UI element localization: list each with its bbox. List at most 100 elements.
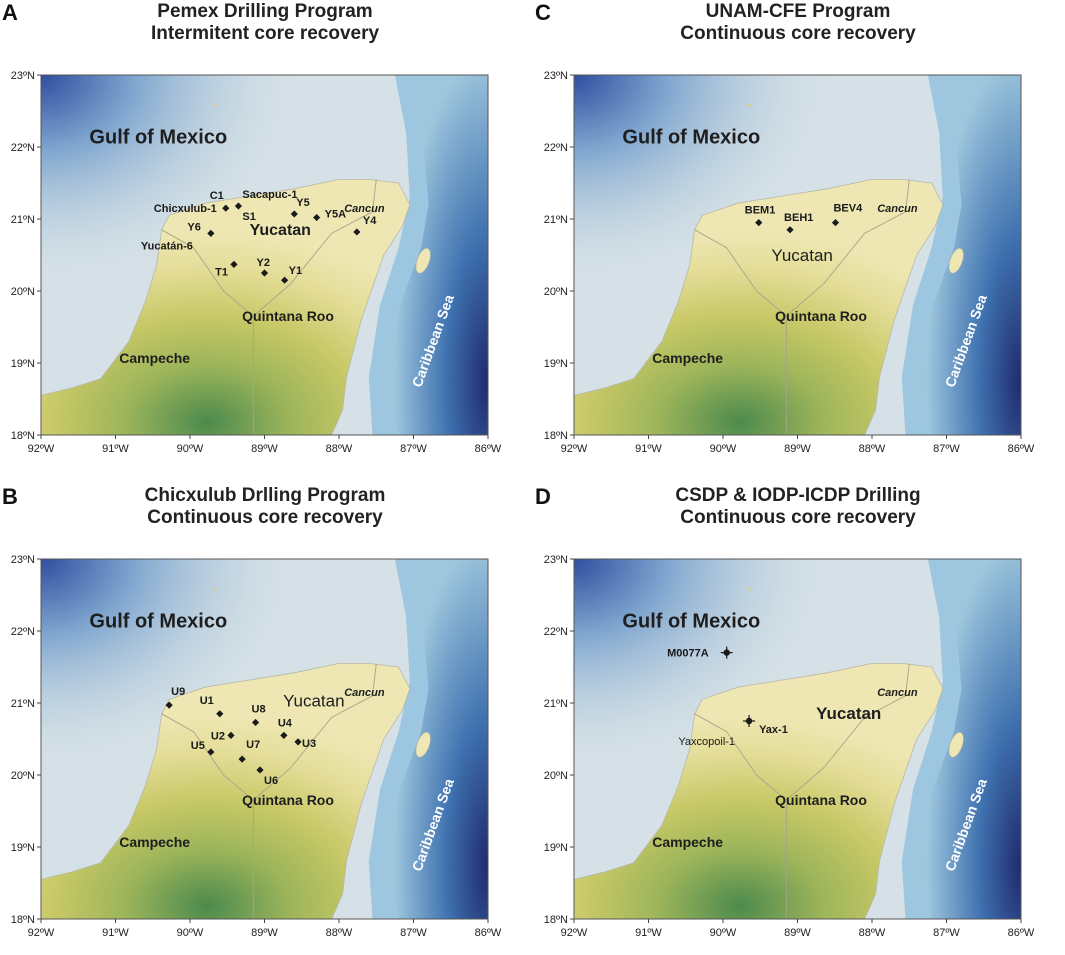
lon-label: 91ºW — [102, 443, 129, 455]
site-label: U2 — [211, 730, 225, 742]
lon-label: 86ºW — [1008, 443, 1035, 455]
lon-label: 88ºW — [326, 443, 353, 455]
lon-label: 91ºW — [635, 927, 662, 939]
lat-label: 18ºN — [11, 914, 35, 926]
label-cancun: Cancun — [344, 203, 385, 215]
lon-label: 89ºW — [784, 927, 811, 939]
site-label: Y2 — [257, 257, 270, 269]
lat-label: 18ºN — [11, 430, 35, 442]
label-campeche: Campeche — [119, 834, 190, 850]
yucatan-landmass — [41, 663, 411, 919]
lon-label: 88ºW — [326, 927, 353, 939]
panel-letter: A — [2, 0, 18, 25]
lat-label: 21ºN — [544, 698, 568, 710]
panel-title-line1: UNAM-CFE Program — [705, 1, 891, 22]
label-cancun: Cancun — [344, 687, 385, 699]
state-border-yucatan — [161, 663, 377, 801]
lat-label: 22ºN — [544, 142, 568, 154]
cozumel-island — [415, 732, 431, 758]
site-label: U4 — [278, 717, 293, 729]
panel-c: C UNAM-CFE Program Continuous core recov… — [533, 0, 1065, 471]
lat-label: 21ºN — [11, 698, 35, 710]
lat-label: 22ºN — [11, 626, 35, 638]
site-label: U1 — [200, 695, 214, 707]
label-quintana-roo: Quintana Roo — [775, 792, 867, 808]
label-yucatan: Yucatan — [816, 704, 881, 723]
panel-title-line2: Intermitent core recovery — [150, 23, 380, 44]
map-area — [41, 75, 488, 435]
panel-title-line2: Continuous core recovery — [147, 507, 383, 528]
label-campeche: Campeche — [652, 350, 723, 366]
lon-label: 89ºW — [251, 927, 278, 939]
label-campeche: Campeche — [119, 350, 190, 366]
site-label: U6 — [264, 775, 278, 787]
lat-label: 20ºN — [11, 286, 35, 298]
caribbean-deep — [916, 75, 1021, 435]
caribbean-deep — [916, 559, 1021, 919]
lon-label: 92ºW — [561, 443, 588, 455]
site-marker — [786, 226, 794, 234]
cozumel-island — [415, 248, 431, 274]
label-campeche: Campeche — [652, 834, 723, 850]
label-gulf: Gulf of Mexico — [89, 126, 227, 148]
label-cancun: Cancun — [877, 687, 918, 699]
lat-label: 22ºN — [544, 626, 568, 638]
site-label: Chicxulub-1 — [154, 203, 217, 215]
lon-label: 90ºW — [710, 443, 737, 455]
state-border-yucatan — [694, 663, 910, 801]
state-border-yucatan — [161, 179, 377, 317]
site-label: U9 — [171, 686, 185, 698]
panel-a: A Pemex Drilling Program Intermitent cor… — [0, 0, 532, 471]
site-label: Y6 — [187, 221, 200, 233]
lat-label: 20ºN — [11, 770, 35, 782]
lon-label: 87ºW — [933, 927, 960, 939]
lon-label: 86ºW — [475, 927, 502, 939]
panel-letter: C — [535, 0, 551, 25]
lon-label: 90ºW — [710, 927, 737, 939]
site-label: Sacapuc-1 — [242, 189, 297, 201]
site-marker — [353, 228, 361, 236]
lat-label: 23ºN — [544, 70, 568, 82]
site-marker — [207, 748, 215, 756]
site-label: Y4 — [363, 215, 377, 227]
panel-b: B Chicxulub Drlling Program Continuous c… — [0, 484, 532, 955]
map-area — [574, 559, 1021, 919]
caribbean-deep — [383, 559, 488, 919]
label-quintana-roo: Quintana Roo — [242, 792, 334, 808]
label-gulf: Gulf of Mexico — [622, 126, 760, 148]
site-marker — [294, 738, 302, 746]
panel-d: D CSDP & IODP-ICDP Drilling Continuous c… — [533, 484, 1065, 955]
site-marker — [745, 717, 753, 725]
panel-title-line1: Chicxulub Drlling Program — [144, 485, 386, 506]
lon-label: 92ºW — [28, 443, 55, 455]
lat-label: 23ºN — [11, 70, 35, 82]
label-yucatan: Yucatan — [283, 692, 344, 711]
site-marker — [222, 204, 230, 212]
site-label: Yax-1 — [759, 724, 788, 736]
lon-label: 86ºW — [475, 443, 502, 455]
site-label: Y5A — [325, 209, 346, 221]
cozumel-island — [948, 248, 964, 274]
lon-label: 87ºW — [933, 443, 960, 455]
site-label: BEV4 — [833, 203, 863, 215]
lat-label: 21ºN — [544, 214, 568, 226]
lat-label: 19ºN — [544, 358, 568, 370]
shelf-slope — [368, 75, 429, 435]
label-quintana-roo: Quintana Roo — [775, 308, 867, 324]
lat-label: 18ºN — [544, 914, 568, 926]
label-gulf: Gulf of Mexico — [89, 610, 227, 632]
lat-label: 20ºN — [544, 286, 568, 298]
lat-label: 23ºN — [544, 554, 568, 566]
panel-letter: B — [2, 484, 18, 509]
label-quintana-roo: Quintana Roo — [242, 308, 334, 324]
site-label: Yaxcopoil-1 — [678, 736, 735, 748]
site-marker — [831, 219, 840, 227]
lon-label: 90ºW — [177, 443, 204, 455]
site-marker — [230, 260, 238, 268]
lon-label: 91ºW — [102, 927, 129, 939]
panel-title-line2: Continuous core recovery — [680, 507, 916, 528]
